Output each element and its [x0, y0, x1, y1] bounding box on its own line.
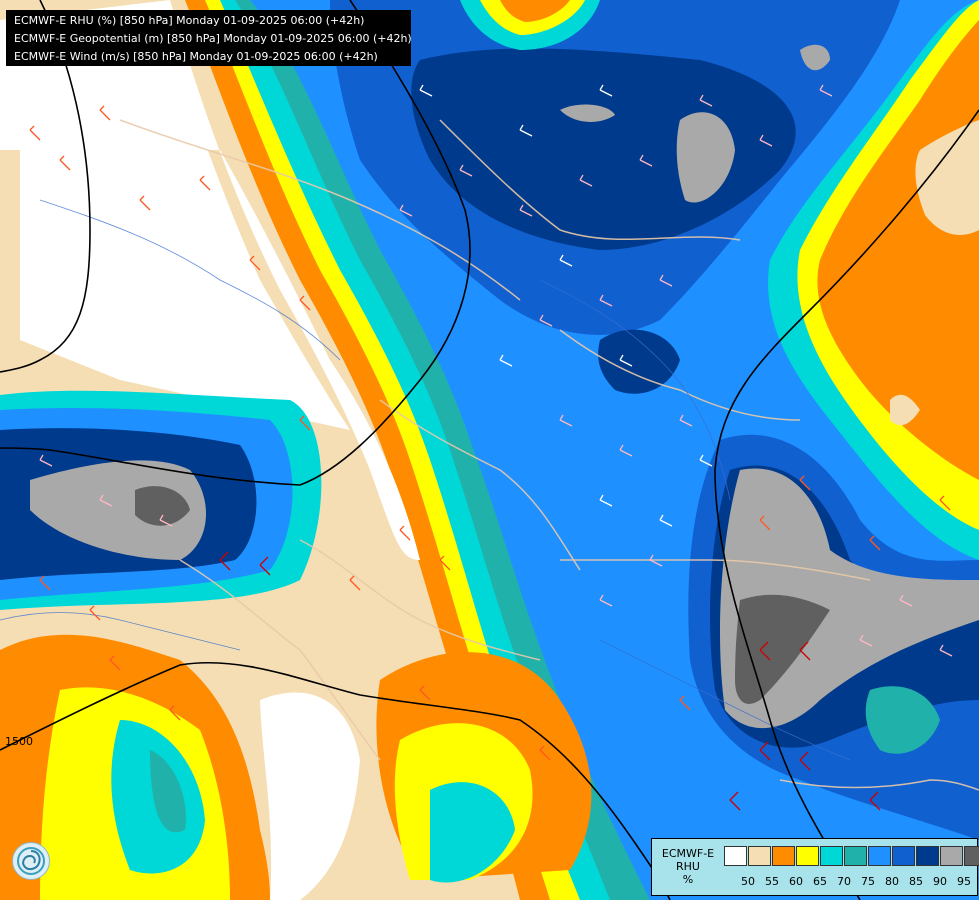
- legend-tick-label: 75: [861, 875, 875, 888]
- legend-swatch: [868, 846, 891, 866]
- rhu-legend: ECMWF-E RHU % 50 55 60 65 70 75 80 85 90 95 100: [651, 838, 979, 896]
- legend-tick-label: 85: [909, 875, 923, 888]
- legend-swatch: [892, 846, 915, 866]
- legend-unit: %: [682, 873, 694, 886]
- legend-tick-label: 70: [837, 875, 851, 888]
- legend-swatch: [820, 846, 843, 866]
- legend-title: ECMWF-E RHU %: [656, 847, 720, 886]
- title-line-rhu: ECMWF-E RHU (%) [850 hPa] Monday 01-09-2…: [14, 14, 365, 27]
- legend-swatch: [916, 846, 939, 866]
- legend-variable: RHU: [676, 860, 700, 873]
- legend-ticks: 50 55 60 65 70 75 80 85 90 95 100: [724, 875, 979, 889]
- legend-swatch: [940, 846, 963, 866]
- title-line-wind: ECMWF-E Wind (m/s) [850 hPa] Monday 01-0…: [14, 50, 378, 63]
- legend-swatch: [748, 846, 771, 866]
- ecmwf-swirl-icon: [17, 847, 45, 875]
- legend-swatches: [724, 846, 979, 868]
- legend-tick-label: 50: [741, 875, 755, 888]
- legend-swatch: [772, 846, 795, 866]
- legend-tick-label: 90: [933, 875, 947, 888]
- title-line-geopotential: ECMWF-E Geopotential (m) [850 hPa] Monda…: [14, 32, 412, 45]
- ecmwf-logo-icon: [12, 842, 50, 880]
- legend-tick-label: 65: [813, 875, 827, 888]
- legend-model: ECMWF-E: [661, 847, 715, 860]
- legend-tick-label: 60: [789, 875, 803, 888]
- legend-tick-label: 55: [765, 875, 779, 888]
- legend-swatch: [964, 846, 979, 866]
- contour-label: 1500: [5, 735, 33, 748]
- legend-swatch: [796, 846, 819, 866]
- legend-tick-label: 80: [885, 875, 899, 888]
- legend-swatch: [724, 846, 747, 866]
- legend-tick-label: 95: [957, 875, 971, 888]
- legend-tick-label: 100: [978, 875, 979, 888]
- legend-swatch: [844, 846, 867, 866]
- map-title-box: ECMWF-E RHU (%) [850 hPa] Monday 01-09-2…: [6, 10, 412, 66]
